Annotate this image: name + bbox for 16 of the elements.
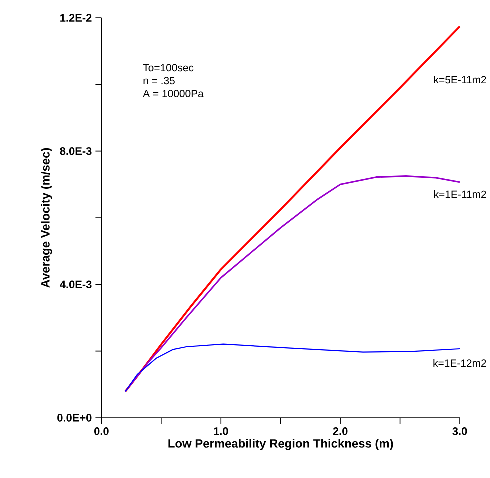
y-tick-label: 0.0E+0 [58, 414, 92, 422]
x-axis-title: Low Permeability Region Thickness (m) [168, 439, 394, 450]
y-axis-title: Average Velocity (m/sec) [41, 148, 52, 288]
annotation: A = 10000Pa [143, 90, 204, 98]
series-label: k=1E-12m2 [434, 359, 486, 367]
x-tick-label: 2.0 [333, 428, 348, 436]
x-tick-label: 0.0 [94, 428, 109, 436]
annotation: n = .35 [144, 77, 175, 85]
x-tick-label: 1.0 [214, 428, 228, 436]
y-tick-label: 1.2E-2 [60, 14, 92, 22]
annotation: To=100sec [143, 64, 194, 72]
series-label: k=5E-11m2 [434, 76, 486, 84]
x-tick-label: 3.0 [452, 428, 468, 436]
y-tick-label: 4.0E-3 [60, 280, 92, 289]
y-tick-label: 8.0E-3 [60, 147, 92, 156]
series-label: k=1E-11m2 [434, 190, 486, 198]
